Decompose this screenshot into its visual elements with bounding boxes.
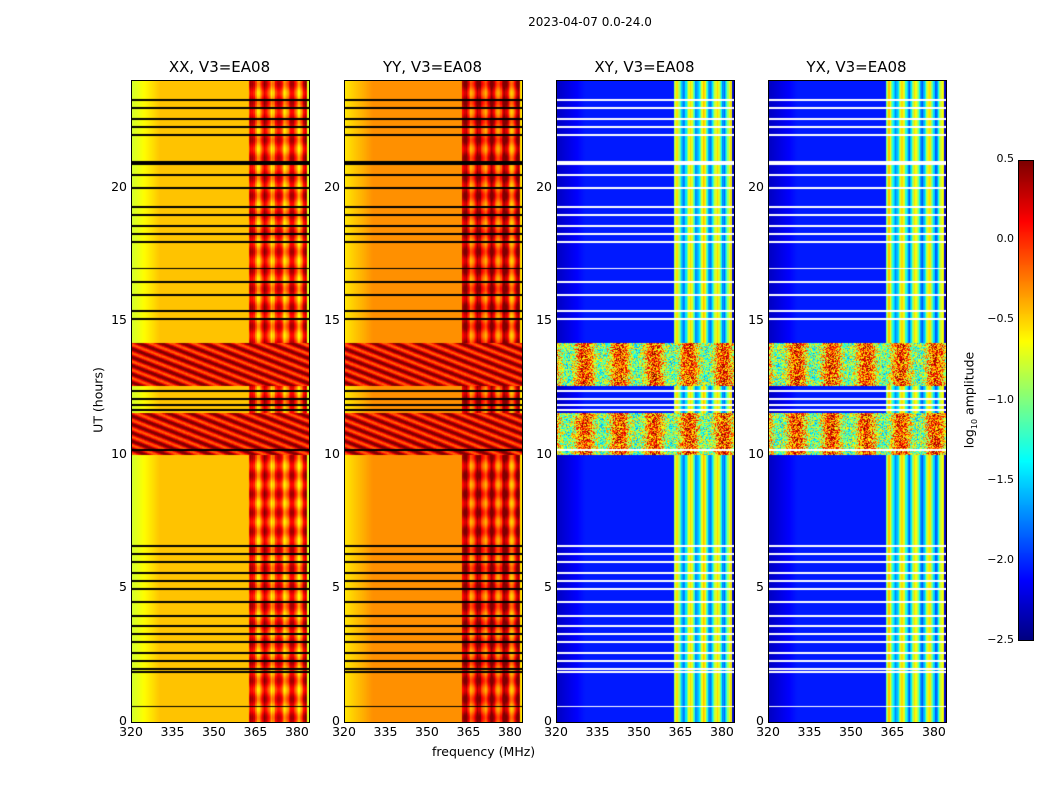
- x-tick-label: 320: [119, 724, 143, 739]
- x-tick-label: 380: [922, 724, 946, 739]
- heatmap-panel: [768, 80, 947, 723]
- x-tick-label: 380: [710, 724, 734, 739]
- x-tick-label: 380: [498, 724, 522, 739]
- colorbar-label: log10 amplitude: [961, 351, 979, 449]
- y-tick-label: 5: [544, 579, 552, 595]
- y-tick-label: 10: [748, 445, 764, 461]
- y-tick-label: 0: [756, 713, 764, 728]
- x-tick-label: 335: [160, 724, 185, 739]
- y-tick-label: 20: [111, 178, 127, 194]
- y-tick-label: 15: [111, 312, 127, 328]
- colorbar: [1018, 160, 1034, 641]
- panel-title: XX, V3=EA08: [168, 58, 271, 76]
- x-tick-label: 365: [456, 724, 481, 739]
- y-tick-label: 10: [324, 445, 340, 461]
- x-tick-label: 335: [373, 724, 398, 739]
- x-tick-label: 365: [243, 724, 268, 739]
- colorbar-tick-label: −0.5: [987, 312, 1014, 326]
- y-tick-label: 15: [748, 312, 764, 328]
- y-tick-label: 15: [324, 312, 340, 328]
- colorbar-tick-label: −2.5: [987, 633, 1014, 646]
- y-tick-label: 0: [544, 713, 552, 728]
- y-tick-label: 15: [536, 312, 552, 328]
- x-axis-label: frequency (MHz): [432, 744, 536, 759]
- colorbar-tick-label: −1.0: [987, 392, 1014, 406]
- y-tick-label: 10: [536, 445, 552, 461]
- heatmap-panel: [131, 80, 310, 723]
- y-tick-label: 0: [119, 713, 127, 728]
- x-tick-label: 380: [285, 724, 309, 739]
- colorbar-tick-label: −2.0: [987, 552, 1014, 566]
- heatmap-panel: [556, 80, 735, 723]
- y-tick-label: 20: [324, 178, 340, 194]
- x-tick-label: 350: [839, 724, 863, 739]
- heatmap-panel: [344, 80, 523, 723]
- y-tick-label: 20: [748, 178, 764, 194]
- y-tick-label: 5: [756, 579, 764, 595]
- x-tick-label: 335: [585, 724, 610, 739]
- x-tick-label: 350: [202, 724, 226, 739]
- x-tick-label: 365: [880, 724, 905, 739]
- x-tick-label: 320: [544, 724, 568, 739]
- figure-title: 2023-04-07 0.0-24.0: [528, 15, 652, 29]
- colorbar-tick-label: 0.0: [996, 232, 1015, 246]
- colorbar-tick-label: 0.5: [996, 152, 1015, 165]
- panel-title: YX, V3=EA08: [806, 58, 907, 76]
- panel-title: XY, V3=EA08: [594, 58, 695, 76]
- y-tick-label: 5: [119, 579, 127, 595]
- y-axis-label: UT (hours): [90, 367, 106, 433]
- colorbar-tick-label: −1.5: [987, 472, 1014, 486]
- y-tick-label: 10: [111, 445, 127, 461]
- x-tick-label: 335: [797, 724, 822, 739]
- x-tick-label: 320: [756, 724, 780, 739]
- y-tick-label: 5: [332, 579, 340, 595]
- panel-title: YY, V3=EA08: [382, 58, 483, 76]
- x-tick-label: 350: [415, 724, 439, 739]
- y-tick-label: 20: [536, 178, 552, 194]
- x-tick-label: 350: [627, 724, 651, 739]
- y-tick-label: 0: [332, 713, 340, 728]
- x-tick-label: 320: [332, 724, 356, 739]
- x-tick-label: 365: [668, 724, 693, 739]
